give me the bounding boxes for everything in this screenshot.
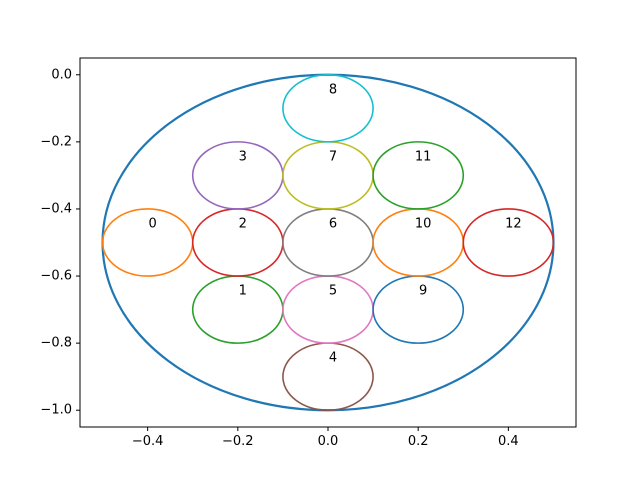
circle-label-11: 11 — [415, 149, 432, 164]
circle-label-0: 0 — [148, 217, 156, 232]
circle-label-3: 3 — [239, 149, 247, 164]
circle-label-9: 9 — [419, 284, 427, 299]
x-axis: −0.4 −0.2 0.0 0.2 0.4 — [132, 427, 519, 449]
x-tick-label: −0.2 — [222, 434, 254, 449]
x-tick-label: −0.4 — [132, 434, 164, 449]
circle-12 — [462, 208, 555, 277]
x-tick-label: 0.4 — [498, 434, 519, 449]
circle-8 — [282, 73, 374, 143]
y-tick-label: −0.4 — [40, 201, 72, 216]
y-tick-label: −0.6 — [40, 269, 72, 284]
y-tick-label: −1.0 — [40, 403, 72, 418]
circle-label-4: 4 — [329, 351, 337, 366]
x-tick-label: 0.2 — [408, 434, 429, 449]
circle-label-8: 8 — [329, 82, 337, 97]
circle-label-7: 7 — [329, 149, 337, 164]
circle-label-1: 1 — [239, 284, 247, 299]
y-tick-label: 0.0 — [51, 67, 72, 82]
circle-11 — [372, 141, 465, 210]
circle-label-2: 2 — [239, 217, 247, 232]
y-axis: 0.0 −0.2 −0.4 −0.6 −0.8 −1.0 — [40, 67, 80, 418]
circle-label-10: 10 — [415, 217, 432, 232]
x-tick-label: 0.0 — [318, 434, 339, 449]
circle-label-5: 5 — [329, 284, 337, 299]
y-tick-label: −0.8 — [40, 336, 72, 351]
circle-label-12: 12 — [505, 217, 522, 232]
y-tick-label: −0.2 — [40, 134, 72, 149]
circle-label-6: 6 — [329, 217, 337, 232]
